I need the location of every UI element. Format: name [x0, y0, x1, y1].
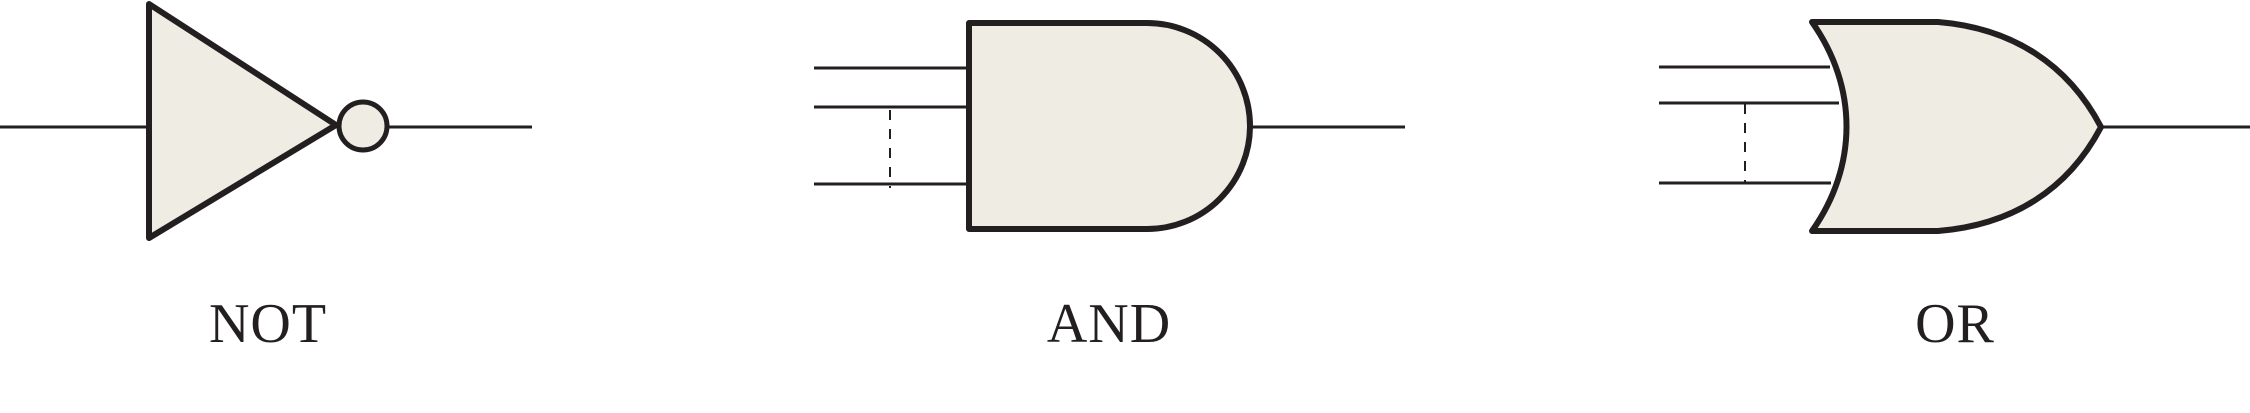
and-gate-label: AND: [1047, 293, 1171, 355]
and-gate: AND: [814, 20, 1405, 355]
not-gate-triangle: [146, 1, 339, 241]
not-gate-label: NOT: [209, 293, 327, 355]
and-gate-body: [966, 20, 1253, 232]
not-gate-bubble: [336, 99, 390, 153]
or-gate-label: OR: [1915, 293, 1995, 355]
not-gate: NOT: [0, 1, 532, 355]
or-gate-body: [1809, 19, 2104, 234]
or-gate: OR: [1659, 19, 2250, 355]
